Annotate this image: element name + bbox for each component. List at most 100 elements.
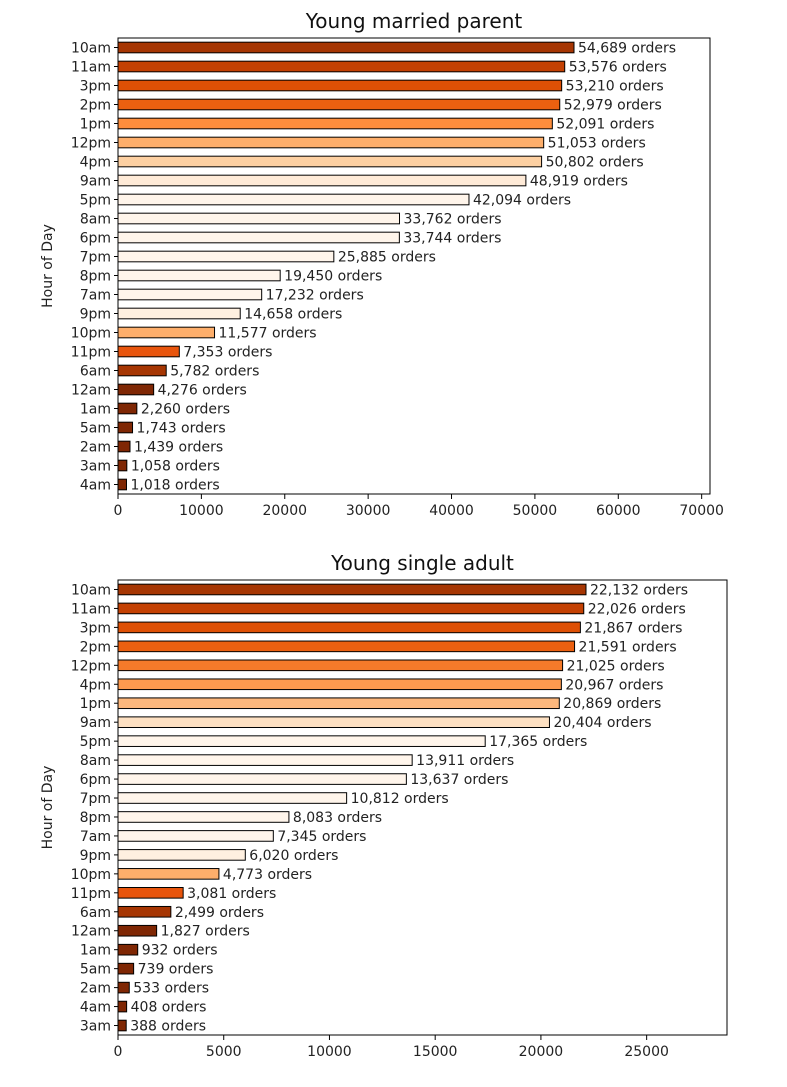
bar-9am [117,174,527,187]
data-label: 20,869 orders [563,696,661,712]
bar-3pm [117,621,581,634]
y-tick-label: 8am [80,212,111,228]
data-label: 4,773 orders [223,867,312,883]
y-tick-label: 2am [80,981,111,997]
x-tick-label: 60000 [596,503,641,519]
bar-10am [117,583,587,596]
y-tick-label: 8am [80,753,111,769]
data-label: 932 orders [142,943,218,959]
bar-2am [117,981,130,994]
bar-5am [117,421,134,434]
data-label: 17,365 orders [489,734,587,750]
bar-8am [117,212,401,225]
y-tick-label: 9am [80,715,111,731]
data-label: 22,132 orders [590,582,688,598]
bar-9pm [117,307,241,320]
x-tick-label: 10000 [179,503,224,519]
data-label: 20,967 orders [565,677,663,693]
y-tick-label: 11am [71,60,111,76]
data-label: 21,025 orders [567,658,665,674]
bar-2am [117,440,131,453]
chart-panel-2: Young single adult Hour of Day 10am 22,132 … [40,551,728,1060]
data-label: 10,812 orders [351,791,449,807]
data-label: 25,885 orders [338,250,436,266]
bar-5pm [117,193,470,206]
bar-6am [117,905,172,918]
bar-11pm [117,345,180,358]
bar-7am [117,288,263,301]
data-label: 53,576 orders [569,60,667,76]
bar-10pm [117,326,216,339]
x-tick-label: 20000 [519,1044,564,1060]
bar-11pm [117,887,184,899]
y-tick-label: 7pm [80,791,111,807]
y-tick-label: 7pm [80,250,111,266]
data-label: 42,094 orders [473,193,571,209]
x-tick-label: 20000 [262,503,307,519]
data-label: 33,762 orders [404,212,502,228]
bar-8pm [117,269,281,282]
bar-5pm [117,735,486,747]
bar-7pm [117,792,348,804]
y-tick-label: 1pm [80,696,111,712]
y-tick-label: 4am [80,1000,111,1016]
bar-7am [117,830,274,842]
x-tick-label: 30000 [346,503,391,519]
y-tick-label: 7am [80,829,111,845]
data-label: 33,744 orders [403,231,501,247]
y-tick-label: 1pm [80,117,111,133]
y-tick-label: 4pm [80,677,111,693]
bar-8pm [117,811,290,823]
bar-3am [117,1019,127,1032]
data-label: 20,404 orders [553,715,651,731]
data-label: 21,591 orders [579,639,677,655]
bar-9pm [117,849,246,861]
bar-5am [117,962,135,975]
bar-8am [117,754,413,766]
x-tick-label: 40000 [429,503,474,519]
data-label: 52,979 orders [564,98,662,114]
y-tick-label: 12am [71,383,111,399]
y-tick-label: 3pm [80,620,111,636]
x-tick-label: 10000 [307,1044,352,1060]
y-tick-label: 5pm [80,734,111,750]
data-label: 7,353 orders [183,345,272,361]
data-label: 13,911 orders [416,753,514,769]
data-label: 14,658 orders [244,307,342,323]
y-tick-label: 10pm [71,867,111,883]
x-tick-label: 0 [114,503,123,519]
y-tick-label: 9am [80,174,111,190]
y-tick-label: 11pm [71,345,111,361]
bar-11am [117,602,585,615]
data-label: 3,081 orders [187,886,276,902]
y-tick-label: 12pm [71,136,111,152]
bar-11am [117,60,566,73]
y-tick-label: 2pm [80,639,111,655]
data-label: 1,058 orders [131,459,220,475]
x-tick-label: 15000 [413,1044,458,1060]
y-tick-label: 3am [80,459,111,475]
y-tick-label: 12am [71,924,111,940]
bar-10pm [117,868,220,880]
bar-1am [117,943,139,956]
data-label: 6,020 orders [249,848,338,864]
bar-7pm [117,250,335,263]
chart-panel-1: Young married parent Hour of Day 10am 54,68… [40,9,724,519]
y-tick-label: 8pm [80,269,111,285]
x-tick-label: 5000 [206,1044,242,1060]
bar-12am [117,924,158,937]
bar-12pm [117,136,545,149]
bar-6am [117,364,167,377]
y-tick-label: 3pm [80,79,111,95]
y-tick-label: 4am [80,478,111,494]
y-tick-label: 11pm [71,886,111,902]
chart-title: Young single adult [330,551,514,575]
y-tick-label: 2pm [80,98,111,114]
data-label: 4,276 orders [158,383,247,399]
data-label: 21,867 orders [584,620,682,636]
data-label: 17,232 orders [266,288,364,304]
data-label: 11,577 orders [219,326,317,342]
bar-9am [117,716,550,728]
y-tick-label: 10pm [71,326,111,342]
